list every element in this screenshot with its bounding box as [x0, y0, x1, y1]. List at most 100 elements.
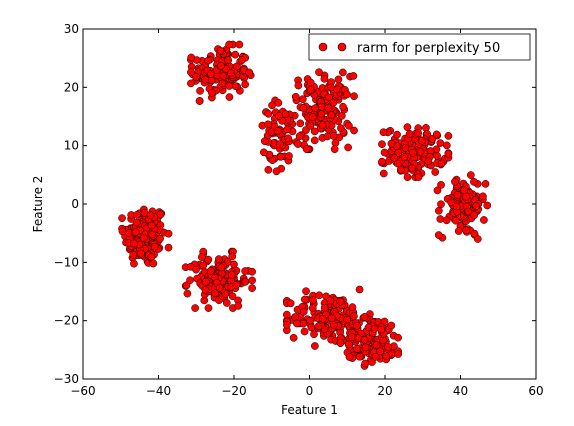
data-point: [201, 286, 210, 294]
data-point: [191, 304, 199, 312]
data-point: [422, 123, 430, 132]
data-point: [480, 216, 488, 224]
legend-marker: [337, 42, 347, 52]
data-point: [337, 124, 345, 133]
data-point: [308, 113, 317, 121]
data-point: [211, 289, 220, 298]
data-point: [433, 151, 441, 160]
data-point: [307, 323, 316, 332]
data-point: [216, 47, 225, 55]
data-point: [225, 40, 233, 49]
data-point: [284, 134, 292, 143]
data-point: [260, 137, 269, 146]
data-point: [231, 50, 240, 59]
data-point: [451, 177, 459, 186]
data-point: [310, 136, 319, 145]
data-point: [118, 227, 127, 236]
data-point: [259, 148, 268, 157]
data-point: [370, 325, 379, 333]
x-axis-label: Feature 1: [281, 403, 338, 417]
data-point: [330, 145, 339, 154]
data-point: [232, 280, 241, 289]
data-point: [350, 312, 358, 320]
data-point: [436, 139, 445, 147]
data-point: [343, 315, 352, 324]
data-point: [433, 186, 442, 195]
data-point: [208, 88, 216, 97]
data-point: [453, 191, 462, 199]
data-point: [432, 130, 441, 139]
data-point: [479, 192, 487, 201]
data-point: [228, 252, 237, 261]
data-point: [146, 211, 155, 220]
data-point: [371, 352, 380, 361]
data-point: [360, 313, 369, 321]
data-point: [137, 249, 145, 258]
data-point: [300, 295, 309, 304]
data-point: [217, 61, 225, 70]
data-point: [414, 129, 422, 137]
data-point: [291, 92, 300, 101]
data-point: [379, 128, 388, 137]
data-point: [378, 157, 386, 166]
data-point: [393, 130, 401, 139]
data-point: [311, 342, 319, 350]
data-point: [380, 148, 389, 157]
data-point: [132, 218, 141, 227]
x-tick-label: −40: [146, 384, 171, 398]
data-point: [379, 169, 388, 178]
data-point: [291, 313, 300, 321]
data-point: [339, 102, 347, 111]
data-point: [150, 242, 159, 251]
data-point: [317, 103, 326, 111]
data-point: [372, 341, 381, 349]
data-point: [387, 139, 396, 148]
data-point: [345, 121, 353, 130]
data-point: [276, 140, 284, 148]
data-point: [232, 62, 241, 71]
data-point: [394, 350, 403, 358]
data-point: [472, 202, 481, 210]
data-point: [464, 207, 473, 216]
data-point: [408, 164, 417, 172]
data-point: [285, 152, 293, 160]
data-point: [302, 287, 310, 296]
data-point: [343, 90, 351, 99]
data-point: [241, 80, 249, 89]
data-point: [283, 320, 291, 329]
x-tick-label: 60: [528, 384, 543, 398]
data-point: [310, 127, 319, 136]
data-point: [350, 126, 358, 135]
data-point: [309, 296, 317, 305]
data-point: [187, 68, 195, 77]
data-point: [218, 79, 227, 88]
data-point: [248, 276, 256, 285]
data-point: [283, 310, 291, 319]
data-point: [139, 234, 148, 242]
data-point: [344, 340, 353, 349]
data-point: [466, 171, 475, 179]
data-point: [241, 277, 250, 286]
data-point: [187, 79, 195, 88]
data-point: [204, 56, 212, 65]
data-point: [349, 72, 358, 80]
data-point: [225, 82, 234, 90]
data-point: [295, 132, 304, 141]
data-point: [217, 263, 226, 272]
data-point: [129, 250, 138, 259]
data-point: [187, 53, 196, 62]
data-point: [409, 148, 417, 157]
data-point: [436, 215, 445, 223]
data-point: [130, 259, 138, 268]
data-point: [462, 226, 471, 235]
data-point: [431, 168, 440, 176]
data-point: [294, 140, 302, 148]
axis-ticks: −60 −40 −20 0 20 40 60 −30 −20 −10 0 10 20 30: [54, 22, 544, 398]
data-point: [355, 352, 364, 361]
data-point: [300, 327, 309, 336]
x-tick-label: −60: [70, 384, 95, 398]
data-point: [248, 267, 256, 276]
x-tick-label: 40: [453, 384, 468, 398]
data-point: [130, 239, 138, 248]
data-point: [164, 243, 173, 252]
